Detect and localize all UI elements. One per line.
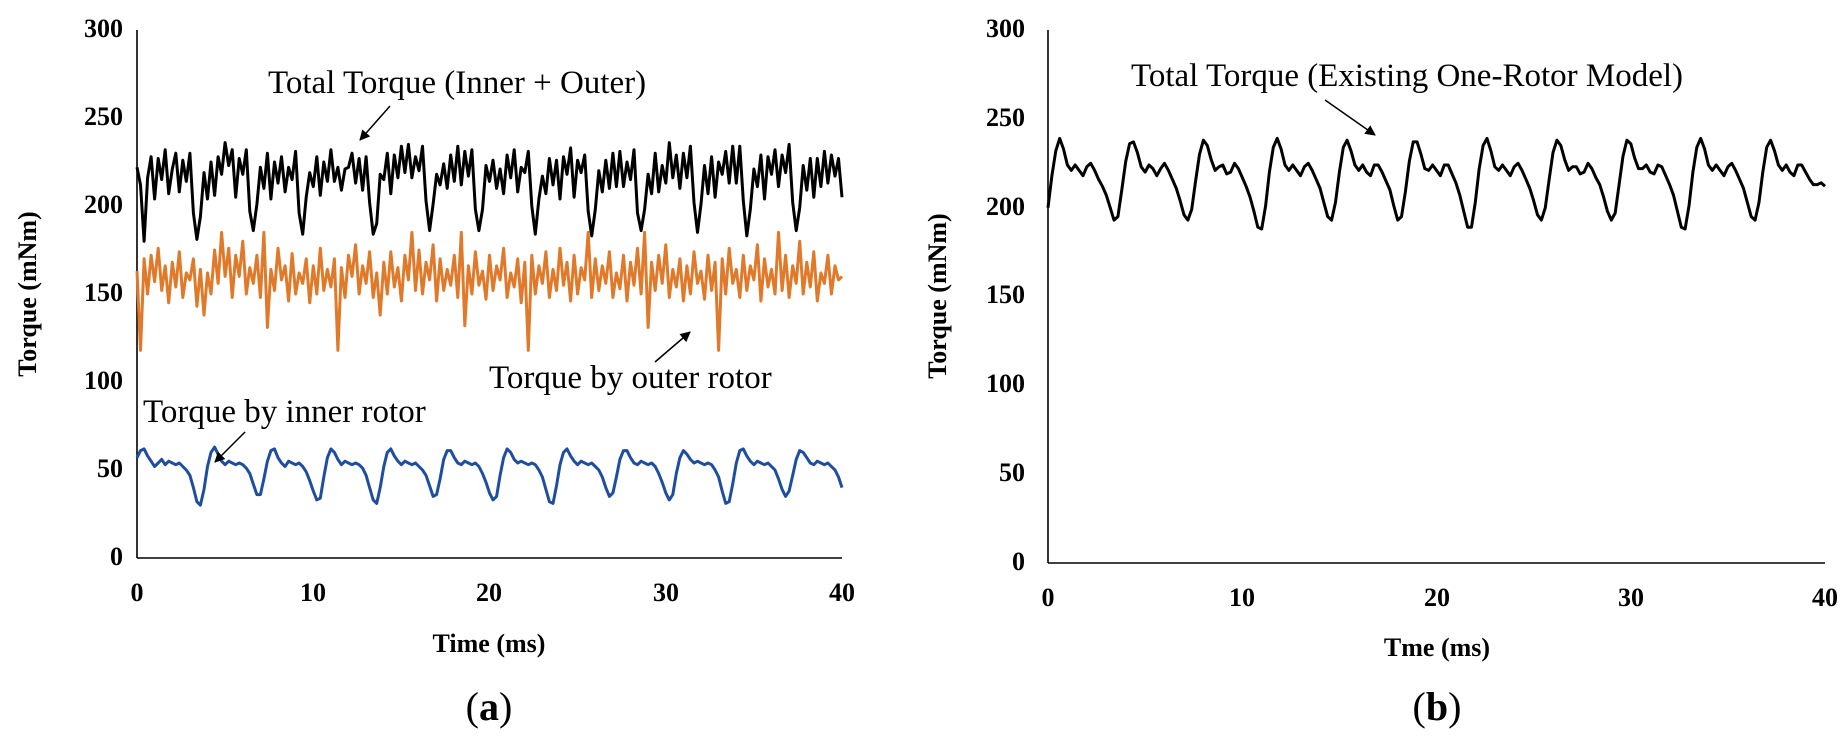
panel-letter-a: a — [479, 684, 499, 729]
annotation-arrow-total-torque — [359, 105, 391, 141]
x-tick-label-a-40: 40 — [829, 578, 855, 607]
y-tick-label-a-100: 100 — [84, 366, 123, 395]
y-tick-label-b-200: 200 — [986, 192, 1025, 221]
x-axis-title-a: Time (ms) — [433, 629, 546, 658]
x-tick-label-b-0: 0 — [1042, 583, 1055, 612]
x-tick-label-a-10: 10 — [300, 578, 326, 607]
y-tick-label-a-50: 50 — [97, 454, 123, 483]
x-tick-label-b-30: 30 — [1618, 583, 1644, 612]
annotation-arrow-inner-rotor — [214, 431, 246, 463]
y-axis-title-a: Torque (mNm) — [13, 211, 42, 376]
series-line-total-torque-one-rotor — [1046, 136, 1827, 231]
annotation-total-torque-one-rotor: Total Torque (Existing One-Rotor Model) — [1131, 58, 1683, 94]
chart-panel-a: 300 250 200 150 100 50 0 0 10 20 30 40 T… — [13, 14, 855, 729]
x-tick-label-b-20: 20 — [1424, 583, 1450, 612]
y-axis-title-b: Torque (mNm) — [923, 213, 952, 378]
x-tick-label-b-10: 10 — [1229, 583, 1255, 612]
annotation-torque-outer-rotor: Torque by outer rotor — [489, 360, 772, 396]
annotation-total-torque-inner-outer: Total Torque (Inner + Outer) — [268, 65, 646, 101]
y-tick-label-a-200: 200 — [84, 190, 123, 219]
series-line-torque-inner-rotor — [135, 445, 844, 507]
y-tick-label-b-150: 150 — [986, 280, 1025, 309]
x-axis-title-b: Tme (ms) — [1384, 633, 1490, 662]
series-line-torque-outer-rotor — [135, 230, 844, 352]
y-tick-label-b-50: 50 — [999, 458, 1025, 487]
y-tick-label-b-250: 250 — [986, 103, 1025, 132]
annotation-arrow-outer-rotor — [654, 331, 691, 363]
x-tick-label-a-30: 30 — [653, 578, 679, 607]
panel-label-b: (b) — [1413, 684, 1462, 729]
chart-panel-b: 300 250 200 150 100 50 0 0 10 20 30 40 T… — [923, 14, 1838, 729]
x-tick-label-a-20: 20 — [476, 578, 502, 607]
y-tick-label-b-0: 0 — [1012, 547, 1025, 576]
series-line-total-torque-inner-outer — [135, 141, 844, 243]
x-tick-label-b-40: 40 — [1812, 583, 1838, 612]
y-tick-label-a-150: 150 — [84, 278, 123, 307]
y-tick-label-a-300: 300 — [84, 14, 123, 43]
x-tick-label-a-0: 0 — [131, 578, 144, 607]
annotation-arrow-one-rotor — [1324, 99, 1376, 136]
y-tick-label-a-250: 250 — [84, 102, 123, 131]
y-tick-label-a-0: 0 — [110, 542, 123, 571]
y-tick-label-b-100: 100 — [986, 369, 1025, 398]
y-tick-label-b-300: 300 — [986, 14, 1025, 43]
panel-letter-b: b — [1426, 684, 1448, 729]
panel-label-a: (a) — [466, 684, 513, 729]
annotation-torque-inner-rotor: Torque by inner rotor — [143, 394, 426, 430]
